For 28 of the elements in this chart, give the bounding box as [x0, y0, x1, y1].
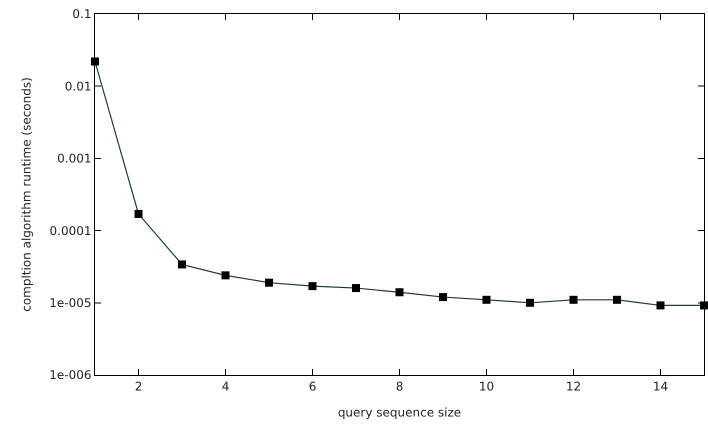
- x-tick-label: 8: [396, 380, 404, 394]
- point: [613, 296, 621, 304]
- point: [526, 298, 534, 307]
- y-tick-label: 0.01: [64, 79, 92, 94]
- x-tick-label: 14: [652, 380, 668, 394]
- point: [656, 301, 664, 310]
- y-axis-title: compltion algorithm runtime (seconds): [20, 77, 34, 312]
- x-tick-label: 10: [478, 380, 494, 394]
- y-tick-label: 0.1: [72, 7, 92, 22]
- point: [352, 284, 360, 292]
- x-tick-label: 12: [566, 380, 582, 394]
- point: [265, 278, 273, 287]
- y-tick-label: 0.001: [57, 152, 92, 166]
- point: [178, 260, 186, 268]
- x-tick-label: 6: [308, 380, 316, 394]
- point: [570, 296, 578, 304]
- x-tick-label: 2: [134, 380, 142, 394]
- point: [134, 210, 142, 218]
- y-tick-label: 1e-006: [49, 368, 92, 382]
- point: [308, 282, 316, 290]
- point: [482, 296, 490, 304]
- y-tick-label: 0.0001: [50, 224, 92, 238]
- point: [222, 271, 230, 280]
- x-axis-title: query sequence size: [338, 405, 462, 420]
- point: [396, 288, 404, 296]
- x-tick-label: 4: [222, 380, 230, 394]
- point: [439, 293, 447, 302]
- y-tick-label: 1e-005: [49, 296, 92, 310]
